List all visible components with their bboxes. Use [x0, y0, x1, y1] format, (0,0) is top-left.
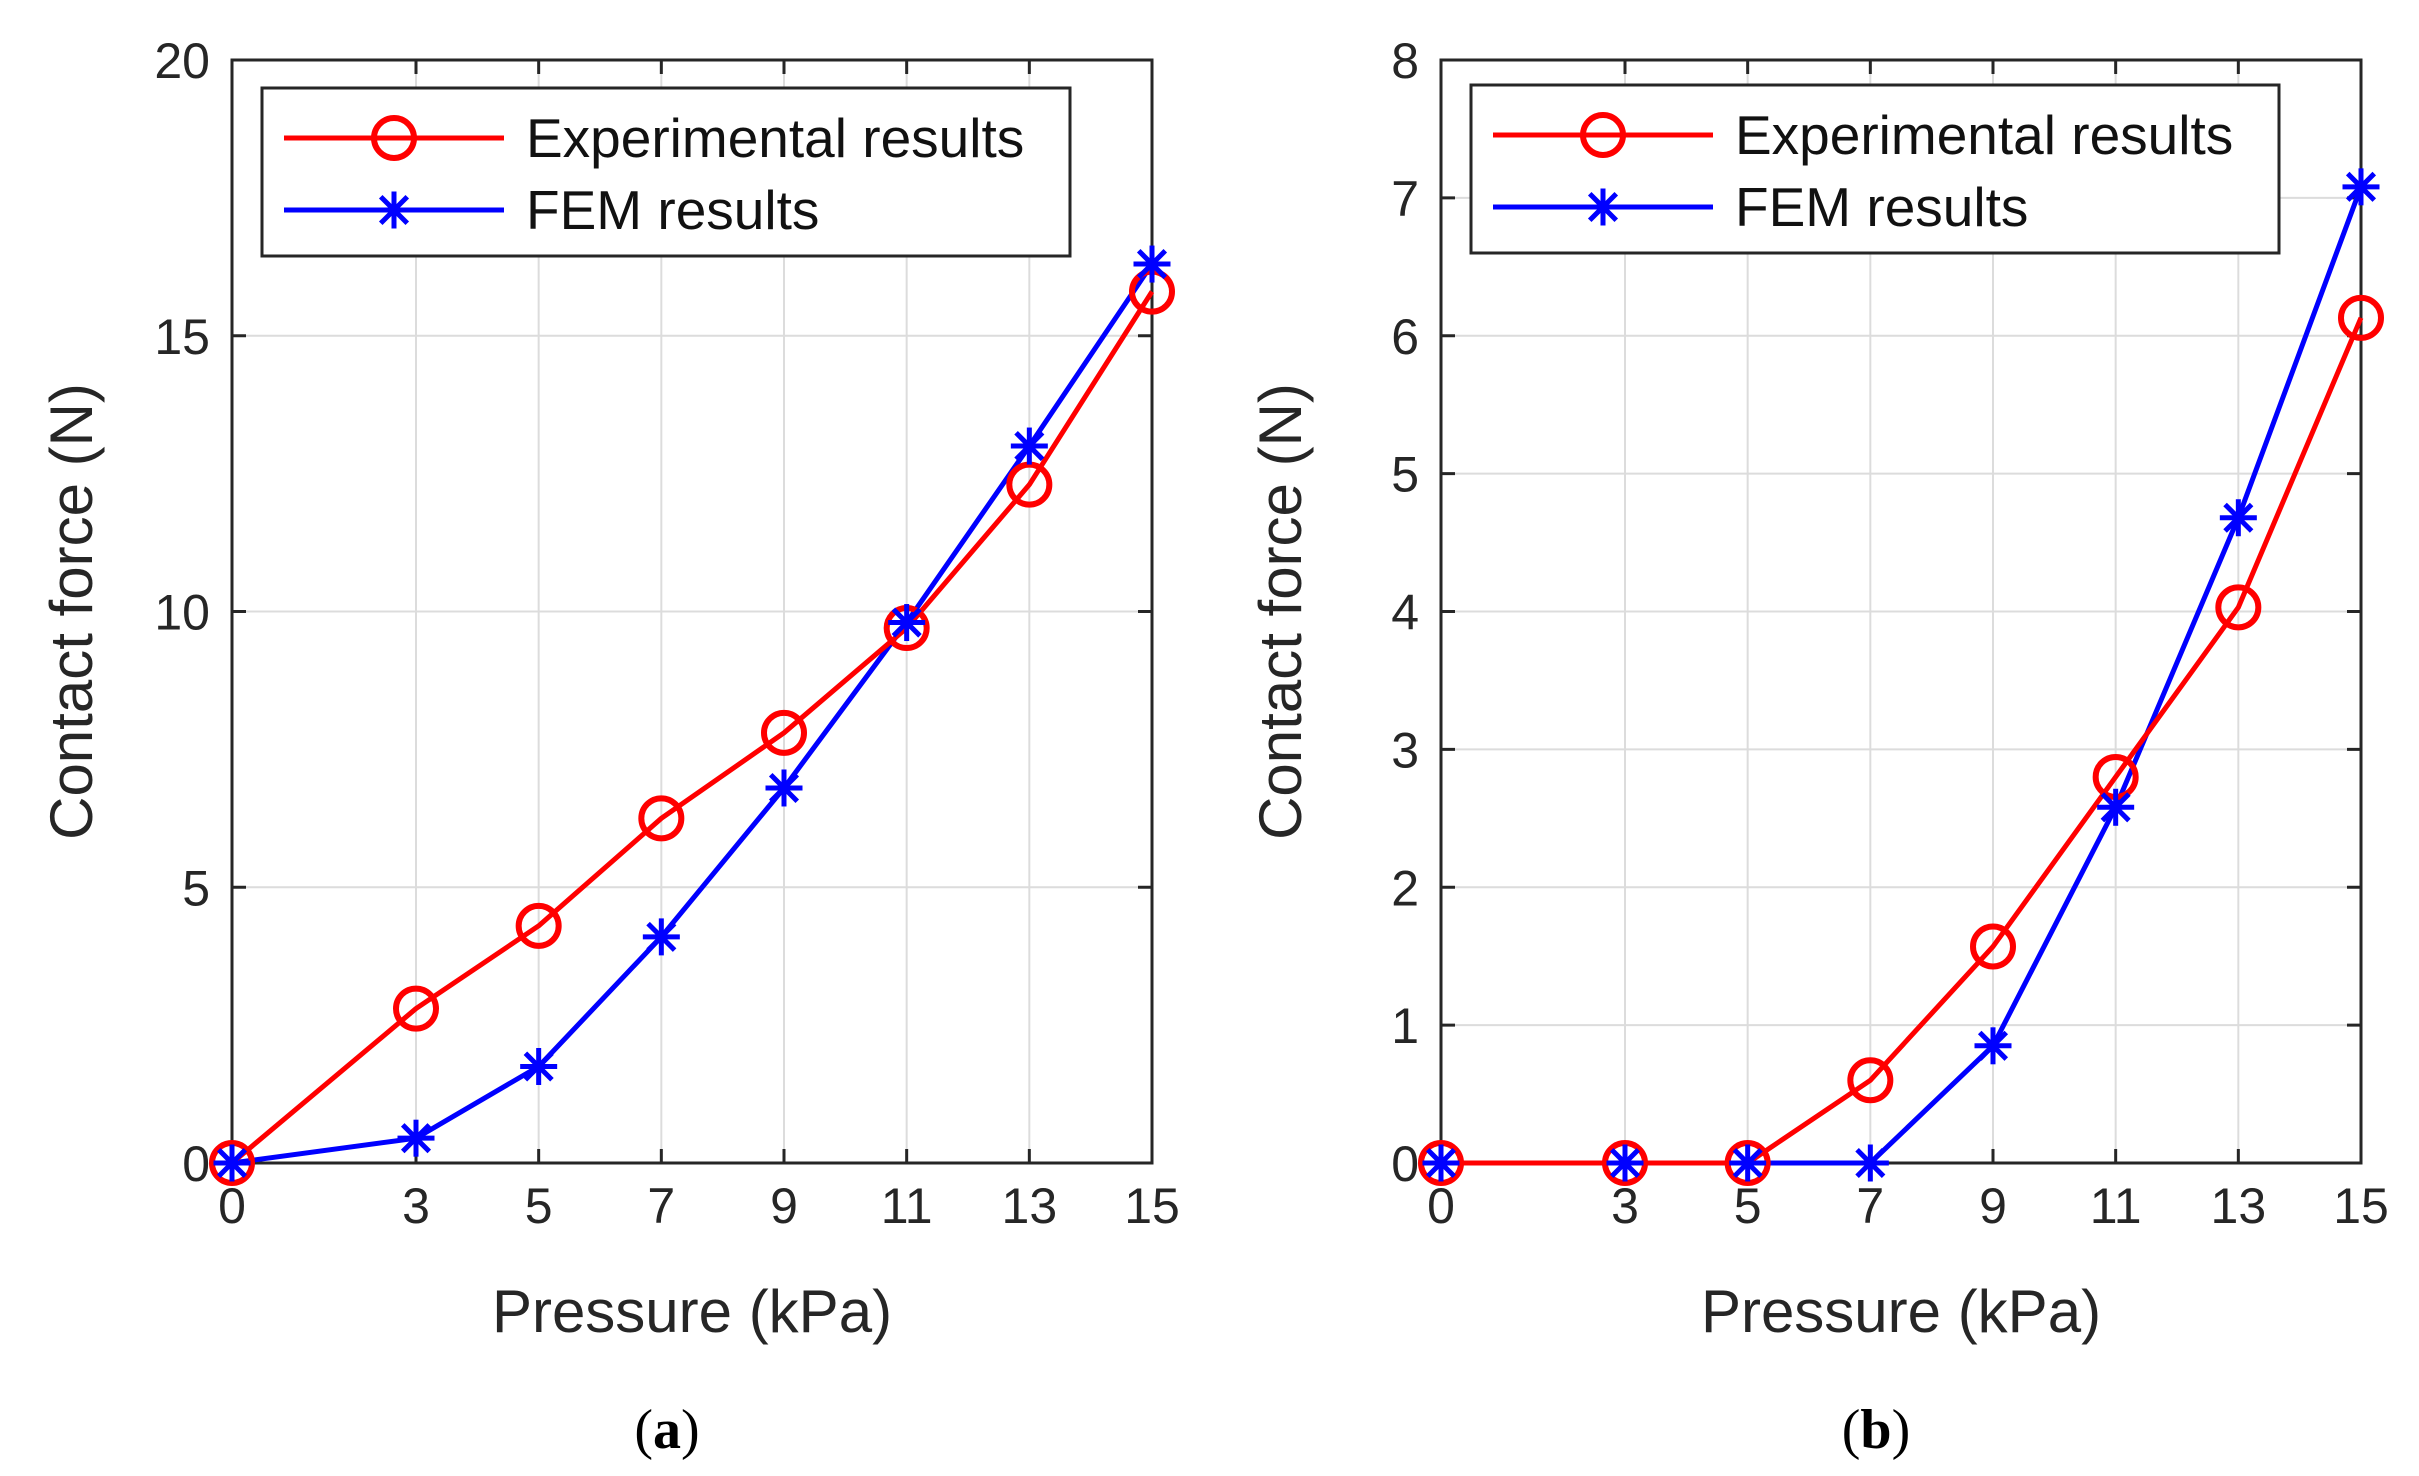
x-tick-label: 11: [881, 1178, 933, 1234]
x-tick-label: 7: [1856, 1178, 1884, 1234]
data-point-fem: [1974, 1027, 2012, 1065]
y-axis-label: Contact force (N): [1247, 383, 1314, 840]
legend-marker: [1584, 188, 1622, 226]
x-tick-label: 15: [1124, 1178, 1180, 1234]
data-point-experimental: [2338, 294, 2384, 341]
data-point-experimental: [1602, 1140, 1648, 1186]
x-tick-label: 0: [1427, 1178, 1455, 1234]
y-tick-label: 15: [154, 309, 210, 365]
legend-label: Experimental results: [526, 107, 1024, 169]
data-point-fem: [1422, 1144, 1460, 1182]
data-point-experimental: [761, 709, 807, 756]
data-point-experimental: [2215, 584, 2262, 631]
legend: Experimental results FEM results: [1469, 83, 2281, 255]
x-axis-label: Pressure (kPa): [1701, 1278, 2101, 1345]
x-tick-label: 5: [1734, 1178, 1762, 1234]
legend-marker: [375, 191, 413, 229]
data-point-fem: [520, 1047, 558, 1085]
data-point-experimental: [1418, 1140, 1464, 1186]
x-tick-label: 9: [770, 1178, 798, 1234]
y-axis-label: Contact force (N): [38, 383, 105, 840]
legend: Experimental results FEM results: [260, 86, 1072, 258]
data-point-fem: [397, 1119, 435, 1157]
y-tick-label: 1: [1391, 998, 1419, 1054]
y-tick-label: 8: [1391, 33, 1419, 89]
series-line-experimental: [230, 290, 1155, 1165]
data-point-experimental: [209, 1140, 255, 1186]
data-point-fem: [642, 918, 680, 956]
legend-marker: [371, 115, 417, 161]
x-tick-label: 0: [218, 1178, 246, 1234]
data-point-fem: [888, 604, 926, 642]
legend-label: FEM results: [526, 179, 819, 241]
y-tick-label: 5: [1391, 447, 1419, 503]
panel-caption-letter: b: [1860, 1399, 1891, 1461]
data-point-experimental: [515, 902, 562, 949]
x-axis-label: Pressure (kPa): [492, 1278, 892, 1345]
y-tick-label: 0: [1391, 1136, 1419, 1192]
data-point-experimental: [638, 795, 685, 842]
data-point-experimental: [1970, 923, 2016, 970]
y-tick-label: 7: [1391, 171, 1419, 227]
y-tick-label: 20: [154, 33, 210, 89]
data-point-experimental: [393, 985, 439, 1032]
data-point-fem: [1606, 1144, 1644, 1182]
panel-caption: (a): [634, 1399, 699, 1461]
y-tick-label: 6: [1391, 309, 1419, 365]
data-point-experimental: [1847, 1057, 1894, 1104]
data-point-experimental: [1724, 1140, 1771, 1186]
x-tick-label: 9: [1979, 1178, 2007, 1234]
x-tick-label: 5: [525, 1178, 553, 1234]
y-tick-label: 5: [182, 860, 210, 916]
panel-caption-letter: a: [653, 1399, 681, 1461]
data-point-fem: [2097, 788, 2135, 826]
data-point-fem: [213, 1144, 251, 1182]
data-point-fem: [2342, 168, 2380, 206]
data-point-fem: [1851, 1144, 1889, 1182]
data-point-experimental: [1006, 461, 1053, 508]
x-tick-label: 13: [1002, 1178, 1058, 1234]
data-point-fem: [1133, 245, 1171, 283]
chart-panel-a: 0 3 5 7 9 11 13 15 0 5 10 15 20 Pressure (kPa) Contact…: [38, 33, 1180, 1461]
legend-marker: [1580, 112, 1626, 158]
y-tick-label: 2: [1391, 860, 1419, 916]
y-tick-label: 4: [1391, 585, 1419, 641]
legend-label: Experimental results: [1735, 104, 2233, 166]
data-point-fem: [2219, 499, 2257, 537]
data-point-fem: [1010, 427, 1048, 465]
panel-caption: (b): [1842, 1399, 1910, 1461]
data-point-fem: [1729, 1144, 1767, 1182]
chart-panel-b: 0 3 5 7 9 11 13 15 0 1 2 3 4 5 6 7 8 Pressure (kPa) Contac…: [1247, 33, 2389, 1461]
data-point-fem: [765, 769, 803, 807]
x-tick-label: 15: [2333, 1178, 2389, 1234]
x-tick-label: 11: [2090, 1178, 2142, 1234]
x-tick-label: 13: [2211, 1178, 2267, 1234]
x-tick-label: 3: [402, 1178, 430, 1234]
y-tick-label: 10: [154, 585, 210, 641]
legend-label: FEM results: [1735, 176, 2028, 238]
x-tick-label: 7: [647, 1178, 675, 1234]
y-tick-label: 3: [1391, 722, 1419, 778]
y-tick-label: 0: [182, 1136, 210, 1192]
x-tick-label: 3: [1611, 1178, 1639, 1234]
